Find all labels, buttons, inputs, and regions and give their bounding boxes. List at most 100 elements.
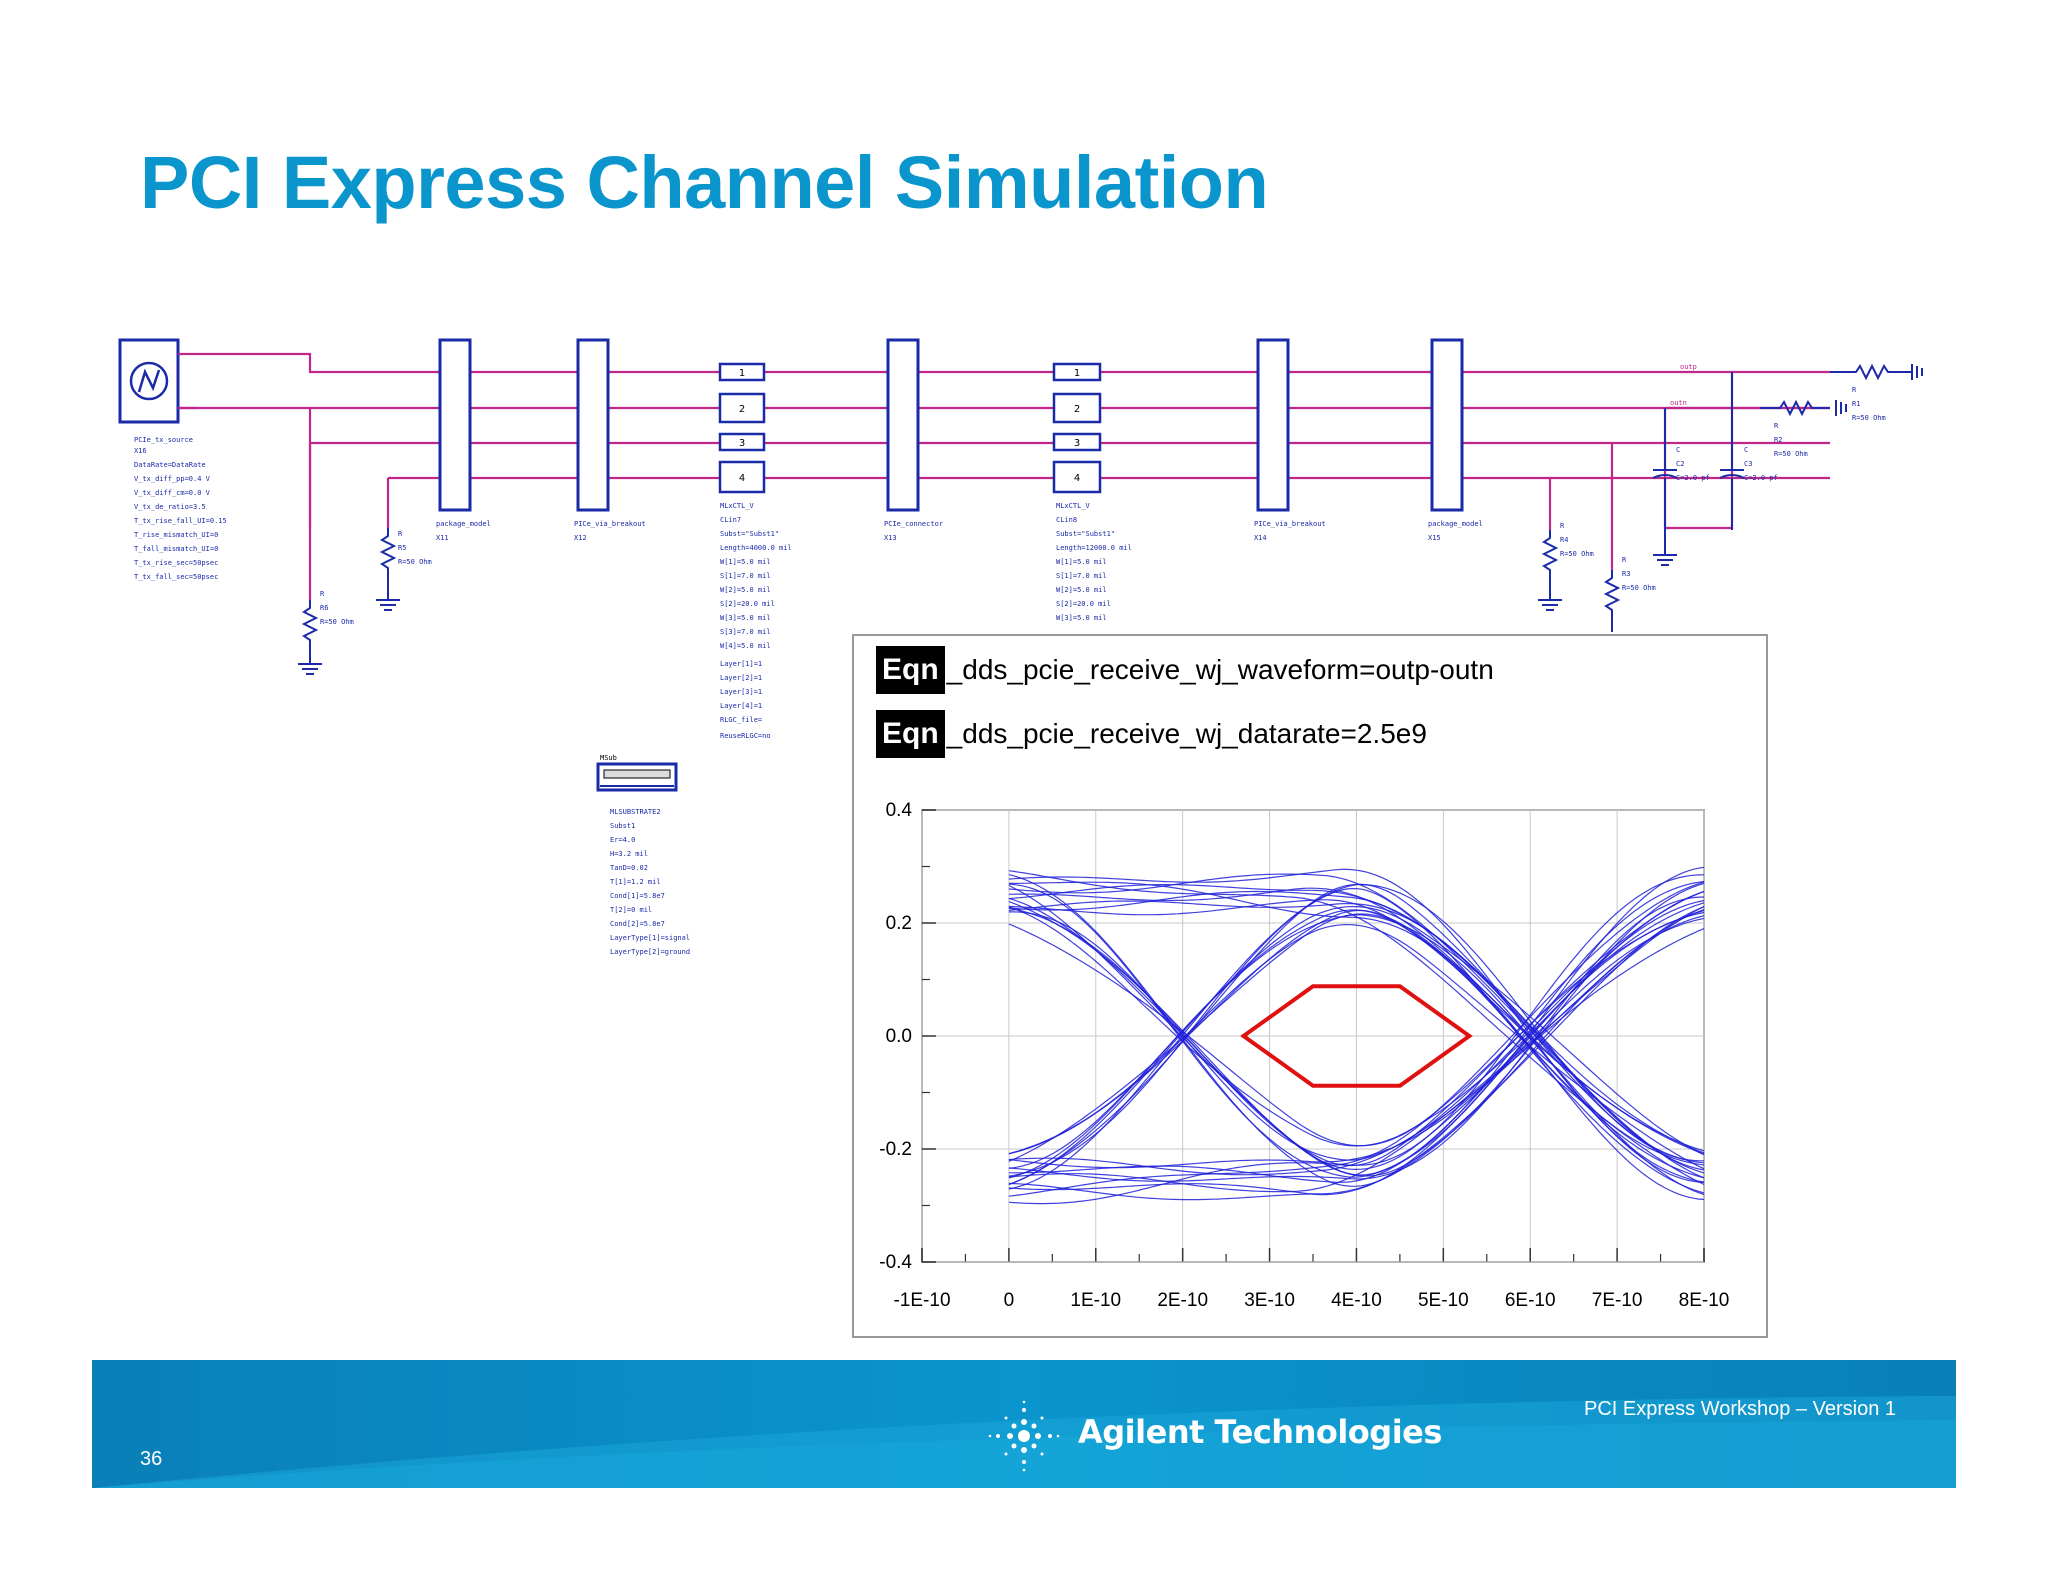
resistor-label: R5 (398, 544, 406, 552)
clin7-port-1: 1 (739, 368, 745, 379)
resistor-label: R (1560, 522, 1565, 530)
eye-trace (1008, 882, 1705, 1201)
eye-trace (1008, 866, 1705, 1178)
block-x14[interactable] (1256, 338, 1290, 512)
x-tick-label: 4E-10 (1331, 1290, 1382, 1311)
capacitor-label: C=2.0 pf (1676, 474, 1710, 482)
eye-trace (1008, 881, 1705, 1197)
x-tick-label: 6E-10 (1505, 1290, 1556, 1311)
resistor-label: R (398, 530, 403, 538)
tline-param: Length=4000.0 mil (720, 544, 792, 552)
capacitor-label: C2 (1676, 460, 1684, 468)
net-label-outn: outn (1670, 399, 1687, 407)
capacitor-label: C3 (1744, 460, 1752, 468)
block-label: package_model (436, 520, 491, 528)
tline-name: MLxCTL_V (1056, 502, 1091, 510)
block-x13[interactable] (886, 338, 920, 512)
block-id: X15 (1428, 534, 1441, 542)
source-name: PCIe_tx_source (134, 436, 193, 444)
eye-trace (1008, 901, 1705, 1171)
substrate-param: LayerType[2]=ground (610, 948, 690, 956)
x-tick-label: 5E-10 (1418, 1290, 1469, 1311)
resistor-r5 (379, 528, 397, 600)
equation-waveform[interactable]: Eqn _dds_pcie_receive_wj_waveform=outp-o… (876, 646, 1494, 694)
tline-param: RLGC_file= (720, 716, 762, 724)
substrate-icon[interactable] (596, 762, 678, 792)
tline-clin7[interactable] (718, 362, 766, 494)
x-tick-label: 7E-10 (1592, 1290, 1643, 1311)
block-x15[interactable] (1430, 338, 1464, 512)
capacitor-label: C (1744, 446, 1748, 454)
eqn-badge: Eqn (876, 646, 945, 694)
source-param: T_tx_rise_sec=50psec (134, 559, 218, 567)
substrate-param: TanD=0.02 (610, 864, 648, 872)
agilent-logo-text: Agilent Technologies (1078, 1413, 1442, 1451)
equation-text: _dds_pcie_receive_wj_waveform=outp-outn (946, 654, 1494, 685)
equation-datarate[interactable]: Eqn _dds_pcie_receive_wj_datarate=2.5e9 (876, 710, 1427, 758)
tline-param: Subst="Subst1" (720, 530, 779, 538)
capacitor-c2 (1652, 408, 1678, 530)
page-title: PCI Express Channel Simulation (140, 141, 1269, 224)
tline-param: Layer[2]=1 (720, 674, 762, 682)
resistor-label: R=50 Ohm (1622, 584, 1656, 592)
eye-trace (1008, 873, 1705, 1179)
ground-icon (1538, 599, 1562, 611)
resistor-label: R (320, 590, 325, 598)
substrate-param: Er=4.0 (610, 836, 635, 844)
net-label-outp: outp (1680, 363, 1697, 371)
resistor-r6 (301, 600, 319, 664)
eye-trace (1008, 881, 1705, 1201)
block-x11[interactable] (438, 338, 472, 512)
equation-text: _dds_pcie_receive_wj_datarate=2.5e9 (946, 718, 1427, 749)
ground-icon (1911, 364, 1923, 380)
eye-trace (1008, 870, 1705, 1186)
block-label: PICe_via_breakout (1254, 520, 1326, 528)
tline-name: MLxCTL_V (720, 502, 755, 510)
x-tick-label: -1E-10 (893, 1290, 950, 1311)
resistor-label: R (1852, 386, 1857, 394)
tline-param: Layer[3]=1 (720, 688, 762, 696)
resistor-r3 (1603, 570, 1621, 632)
resistor-label: R2 (1774, 436, 1782, 444)
substrate-header: MSub (600, 754, 617, 762)
eqn-badge: Eqn (876, 710, 945, 758)
page-number: 36 (140, 1448, 163, 1470)
eye-trace (1008, 906, 1705, 1186)
substrate-name: MLSUBSTRATE2 (610, 808, 661, 816)
agilent-spark-icon (988, 1400, 1060, 1472)
tline-param: S[2]=20.0 mil (1056, 600, 1111, 608)
eye-diagram-panel: Eqn _dds_pcie_receive_wj_waveform=outp-o… (852, 634, 1768, 1338)
tline-clin8[interactable] (1052, 362, 1102, 494)
eye-trace (1008, 874, 1705, 1205)
x-tick-label: 1E-10 (1070, 1290, 1121, 1311)
resistor-r1 (1760, 399, 1830, 417)
clin8-port-1: 1 (1074, 368, 1080, 379)
eye-trace (1008, 883, 1705, 1186)
resistor-r4 (1541, 530, 1559, 600)
resistor-label: R6 (320, 604, 328, 612)
clin7-port-4: 4 (739, 473, 745, 484)
block-id: X13 (884, 534, 897, 542)
capacitor-c3 (1719, 372, 1745, 530)
ground-icon (1653, 530, 1677, 566)
source-param: DataRate=DataRate (134, 461, 206, 469)
tline-param: W[4]=5.0 mil (720, 642, 771, 650)
eye-trace (1008, 884, 1705, 1177)
substrate-param: Cond[2]=5.8e7 (610, 920, 665, 928)
y-tick-label: -0.2 (879, 1139, 912, 1160)
substrate-param: H=3.2 mil (610, 850, 648, 858)
eye-trace (1008, 900, 1705, 1164)
eye-diagram-chart: -1E-10 0 1E-10 2E-10 3E-10 4E-10 5E-10 6E-10 7E-… (879, 800, 1729, 1311)
tx-source[interactable] (118, 338, 180, 424)
y-tick-label: 0.2 (886, 913, 912, 934)
eye-trace (1008, 890, 1705, 1171)
ground-icon (298, 663, 322, 675)
source-param: T_tx_rise_fall_UI=0.15 (134, 517, 227, 525)
tline-param: Layer[1]=1 (720, 660, 762, 668)
source-param: V_tx_de_ratio=3.5 (134, 503, 206, 511)
eye-trace (1008, 896, 1705, 1182)
block-x12[interactable] (576, 338, 610, 512)
y-tick-label: 0.4 (886, 800, 913, 821)
tline-param: W[1]=5.0 mil (1056, 558, 1107, 566)
substrate-param: Cond[1]=5.8e7 (610, 892, 665, 900)
